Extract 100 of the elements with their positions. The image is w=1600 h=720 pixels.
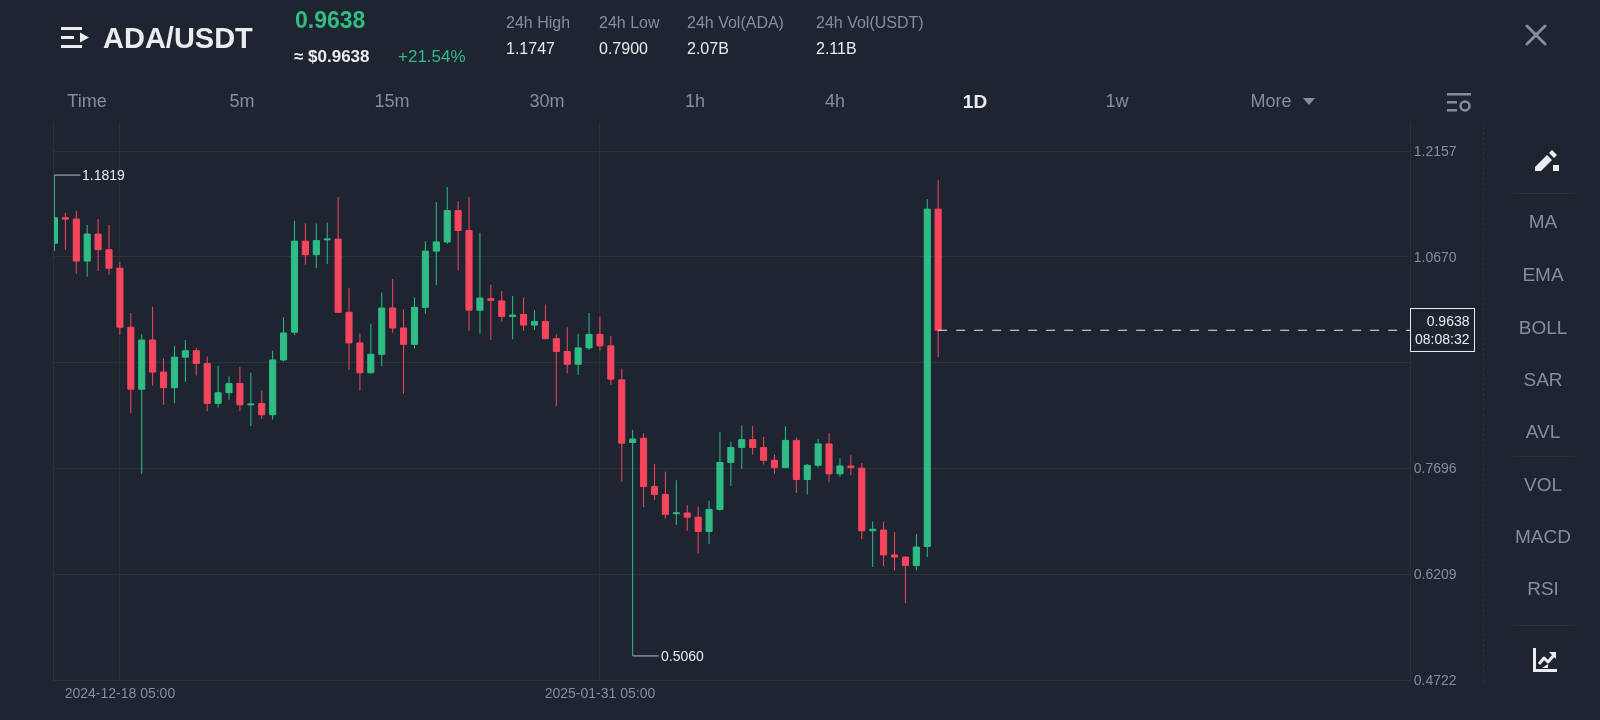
candlestick — [301, 222, 309, 266]
candlestick — [738, 424, 746, 470]
annotation: 0.5060 — [661, 648, 705, 664]
candlestick — [803, 463, 811, 495]
candlestick — [290, 220, 299, 336]
candlestick — [770, 454, 779, 475]
text: 1w — [1105, 91, 1129, 112]
text: Time — [67, 91, 107, 112]
candlestick — [432, 201, 440, 286]
candlestick — [192, 347, 200, 377]
candlestick — [890, 531, 899, 572]
candlestick — [836, 457, 844, 478]
candlestick — [116, 261, 124, 336]
text: More — [1250, 91, 1292, 112]
candlestick — [138, 333, 146, 475]
candlestick — [247, 372, 255, 427]
text: 24h Low — [599, 14, 660, 32]
text: 15m — [374, 91, 410, 112]
text: 0.9638 — [295, 7, 366, 34]
candlestick — [661, 471, 669, 520]
text: EMA — [1522, 263, 1564, 286]
candlestick — [280, 316, 288, 362]
candlestick — [509, 295, 517, 340]
text: AVL — [1525, 420, 1561, 443]
candlestick — [72, 210, 80, 275]
text: 24h Vol(USDT) — [816, 14, 924, 32]
candlestick — [170, 345, 179, 404]
candlestick — [574, 333, 582, 376]
candlestick — [214, 365, 222, 409]
text: 30m — [529, 91, 565, 112]
candlestick — [410, 296, 419, 350]
candlestick — [629, 429, 637, 657]
candlestick — [465, 196, 473, 332]
text: 1D — [962, 90, 988, 113]
text: 24h Vol(ADA) — [687, 14, 784, 32]
text: BOLL — [1518, 316, 1568, 339]
candlestick — [323, 222, 331, 265]
chart-title: ADA/USDT — [103, 22, 253, 55]
text: MACD — [1515, 525, 1571, 548]
text: 2.11B — [816, 40, 857, 58]
candlestick — [367, 323, 375, 374]
candlestick — [650, 463, 659, 501]
candlestick — [825, 432, 833, 483]
candlestick — [749, 425, 757, 456]
y-tick-label: 1.0670 — [1413, 248, 1457, 265]
candlestick — [389, 278, 397, 334]
y-tick-label: 1.2157 — [1413, 142, 1457, 159]
candlestick — [83, 224, 91, 278]
candlestick — [530, 309, 539, 331]
candlestick — [378, 291, 386, 367]
text: 5m — [229, 91, 255, 112]
candlestick — [814, 438, 822, 468]
annotation: 1.1819 — [82, 167, 126, 183]
candlestick — [901, 555, 909, 604]
candlestick — [640, 432, 648, 508]
candlestick — [705, 500, 713, 545]
text: 2.07B — [687, 40, 729, 58]
candlestick — [618, 368, 626, 483]
candlestick — [345, 287, 353, 371]
candlestick — [520, 296, 528, 332]
candlestick — [847, 454, 855, 476]
candlestick — [356, 333, 364, 392]
text: MA — [1528, 210, 1558, 233]
candlestick — [61, 212, 69, 251]
candlestick — [312, 222, 320, 269]
text: 4h — [824, 91, 846, 112]
candlestick — [149, 306, 157, 387]
candlestick — [923, 198, 931, 558]
y-tick-label: 0.6209 — [1413, 566, 1457, 583]
candlestick — [421, 240, 429, 315]
candlestick — [269, 350, 277, 421]
candlestick — [127, 312, 135, 414]
text: 0.7900 — [599, 40, 648, 58]
y-tick-label: 0.4722 — [1413, 671, 1457, 688]
y-tick-label: 0.7696 — [1413, 460, 1457, 477]
candlestick — [334, 196, 342, 314]
candlestick — [487, 284, 495, 341]
candlestick — [781, 425, 789, 469]
candlestick — [596, 316, 604, 352]
candlestick — [203, 355, 211, 412]
text: ≈ $0.9638 — [294, 46, 370, 67]
candlestick — [541, 303, 549, 340]
candlestick — [912, 533, 920, 572]
candlestick — [498, 290, 506, 323]
candlestick — [105, 224, 113, 276]
candlestick — [694, 506, 702, 554]
text: 1.1747 — [506, 40, 555, 58]
candlestick — [683, 504, 691, 532]
text: SAR — [1523, 368, 1563, 391]
candlestick — [552, 333, 560, 407]
candlestick — [858, 462, 866, 540]
ref-line-label: 0.9638 08:08:32 — [1415, 313, 1470, 348]
candlestick — [585, 312, 593, 351]
candlestick — [607, 335, 615, 386]
candlestick — [760, 436, 768, 466]
candlestick — [869, 520, 877, 568]
candlestick — [181, 339, 189, 383]
text: +21.54% — [398, 46, 466, 67]
candlestick — [672, 479, 680, 526]
text: 1h — [684, 91, 706, 112]
